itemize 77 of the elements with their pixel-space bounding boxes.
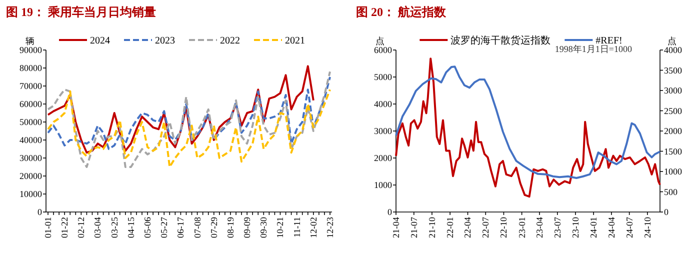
y-axis-title: 点	[376, 36, 384, 46]
y-tick-label: 5000	[374, 72, 392, 82]
y-tick-label: 50000	[20, 117, 42, 127]
x-tick-label: 22-07	[480, 216, 491, 238]
legend-label: 2024	[90, 36, 110, 46]
y2-tick-label: 3000	[664, 86, 682, 96]
y2-tick-label: 500	[664, 186, 678, 197]
x-tick-label: 08-19	[225, 216, 236, 238]
line-series	[395, 66, 661, 179]
line-series	[47, 65, 314, 154]
x-tick-label: 10-21	[275, 217, 286, 238]
y2-tick-label: 4000	[664, 45, 682, 55]
legend-label: 2022	[220, 36, 240, 46]
y-tick-label: 70000	[20, 81, 42, 91]
y-tick-label: 0	[388, 207, 392, 217]
legend-label: 2021	[285, 36, 305, 46]
x-tick-label: 01-01	[42, 217, 53, 238]
x-tick-label: 22-04	[462, 216, 473, 238]
y-tick-label: 30000	[20, 153, 42, 163]
y2-tick-label: 2500	[664, 106, 682, 116]
chart-title: 图 19： 乘用车当月日均销量	[6, 5, 156, 19]
x-tick-label: 24-07	[624, 216, 634, 238]
y-tick-label: 80000	[20, 63, 42, 73]
line-series	[47, 88, 331, 168]
x-tick-label: 03-04	[92, 216, 103, 238]
y2-tick-label: 2000	[664, 126, 682, 136]
line-series	[395, 58, 661, 198]
x-tick-label: 23-07	[552, 216, 562, 238]
y-tick-label: 4000	[374, 99, 392, 109]
line-series	[47, 70, 331, 168]
y2-tick-label: 0	[664, 207, 669, 217]
x-tick-label: 23-04	[534, 216, 544, 238]
y-tick-label: 10000	[20, 189, 42, 199]
x-tick-label: 04-15	[126, 216, 136, 238]
x-tick-label: 12-02	[308, 217, 318, 238]
line-series	[47, 76, 331, 150]
y-tick-label: 20000	[20, 171, 42, 181]
x-tick-label: 21-10	[426, 216, 437, 238]
x-tick-label: 24-10	[642, 216, 652, 238]
y-tick-label: 6000	[374, 45, 392, 55]
annotation: 1998年1月1日=1000	[554, 44, 632, 54]
x-tick-label: 06-17	[176, 216, 186, 238]
x-tick-label: 24-04	[606, 216, 616, 238]
x-tick-label: 22-01	[445, 217, 456, 238]
y-axis-title: 辆	[26, 36, 34, 46]
x-tick-label: 05-06	[142, 216, 152, 238]
chart-title: 图 20： 航运指数	[356, 5, 447, 19]
x-tick-label: 11-11	[292, 217, 302, 238]
legend-label: #REF!	[596, 36, 622, 46]
y-tick-label: 1000	[374, 180, 392, 190]
y-tick-label: 90000	[20, 45, 42, 55]
x-tick-label: 23-10	[570, 216, 580, 238]
x-tick-label: 09-30	[258, 216, 269, 238]
x-tick-label: 02-12	[76, 217, 86, 238]
x-tick-label: 23-01	[516, 217, 527, 238]
x-tick-label: 22-10	[498, 216, 509, 238]
y-tick-label: 40000	[20, 135, 42, 145]
x-tick-label: 09-09	[242, 216, 252, 238]
x-tick-label: 21-04	[390, 216, 401, 238]
x-tick-label: 07-29	[208, 216, 219, 238]
y2-tick-label: 1000	[664, 166, 682, 176]
x-tick-label: 21-07	[408, 216, 419, 238]
y-tick-label: 3000	[374, 126, 392, 136]
x-tick-label: 07-08	[192, 216, 202, 238]
y2-tick-label: 1500	[664, 146, 682, 156]
x-tick-label: 05-27	[159, 216, 170, 238]
y-tick-label: 60000	[20, 99, 42, 109]
y2-tick-label: 3500	[664, 65, 682, 76]
y2-axis-title: 点	[668, 36, 676, 46]
x-tick-label: 03-25	[109, 216, 120, 238]
x-tick-label: 12-23	[324, 216, 335, 238]
y-tick-label: 0	[38, 207, 42, 217]
x-tick-label: 24-01	[588, 217, 599, 238]
x-tick-label: 01-22	[60, 217, 70, 238]
legend-label: 2023	[155, 36, 175, 46]
y-tick-label: 2000	[374, 153, 392, 163]
legend-label: 波罗的海干散货运指数	[450, 34, 551, 46]
